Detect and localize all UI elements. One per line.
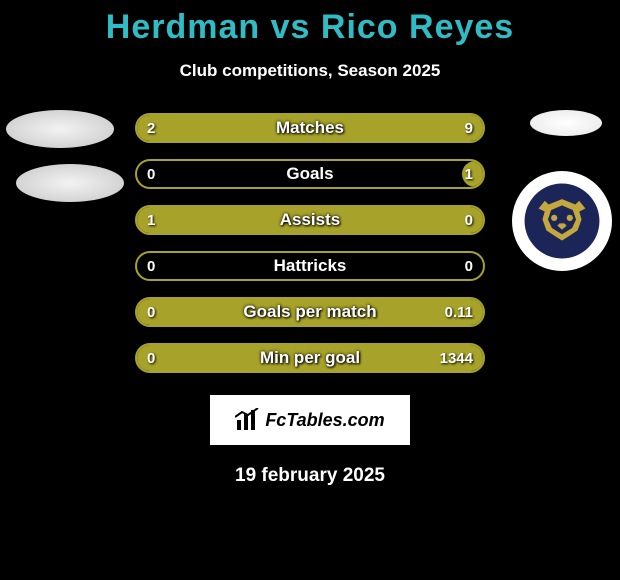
subtitle: Club competitions, Season 2025 <box>0 61 620 81</box>
stat-bar: 0 0Hattricks <box>135 251 485 281</box>
stat-value-left: 1 <box>147 207 155 233</box>
stat-fill-right <box>137 299 483 325</box>
stat-value-right: 0 <box>465 253 473 279</box>
page-title: Herdman vs Rico Reyes <box>0 0 620 47</box>
stat-bar: 00.11Goals per match <box>135 297 485 327</box>
stat-fill-right <box>137 345 483 371</box>
stat-value-left: 0 <box>147 299 155 325</box>
right-team-logo <box>512 171 612 271</box>
pumas-logo-icon <box>523 182 601 260</box>
stat-fill-right <box>199 115 483 141</box>
stat-fill-left <box>137 207 483 233</box>
stat-label: Goals <box>137 161 483 187</box>
brand-text: FcTables.com <box>265 410 384 431</box>
stat-value-left: 0 <box>147 345 155 371</box>
stat-value-right: 1 <box>465 161 473 187</box>
title-vs: vs <box>271 8 311 46</box>
left-avatar-placeholder-2 <box>16 164 124 202</box>
stat-value-right: 9 <box>465 115 473 141</box>
stat-label: Hattricks <box>137 253 483 279</box>
right-avatar-placeholder <box>530 110 602 136</box>
title-player-right: Rico Reyes <box>321 8 514 46</box>
brand-badge: FcTables.com <box>210 395 410 445</box>
stat-bars: 29Matches01Goals10Assists00Hattricks00.1… <box>135 113 485 373</box>
stat-value-left: 2 <box>147 115 155 141</box>
stat-bar: 01344Min per goal <box>135 343 485 373</box>
stats-area: 29Matches01Goals10Assists00Hattricks00.1… <box>0 113 620 373</box>
stat-value-right: 1344 <box>440 345 473 371</box>
stat-value-left: 0 <box>147 253 155 279</box>
stat-bar: 0 1Goals <box>135 159 485 189</box>
stat-bar: 10Assists <box>135 205 485 235</box>
stat-value-right: 0.11 <box>445 299 473 325</box>
stat-value-right: 0 <box>465 207 473 233</box>
left-avatar-placeholder-1 <box>6 110 114 148</box>
stat-value-left: 0 <box>147 161 155 187</box>
stat-bar: 29Matches <box>135 113 485 143</box>
date-text: 19 february 2025 <box>0 465 620 487</box>
bar-chart-icon <box>235 408 259 432</box>
title-player-left: Herdman <box>106 8 260 46</box>
